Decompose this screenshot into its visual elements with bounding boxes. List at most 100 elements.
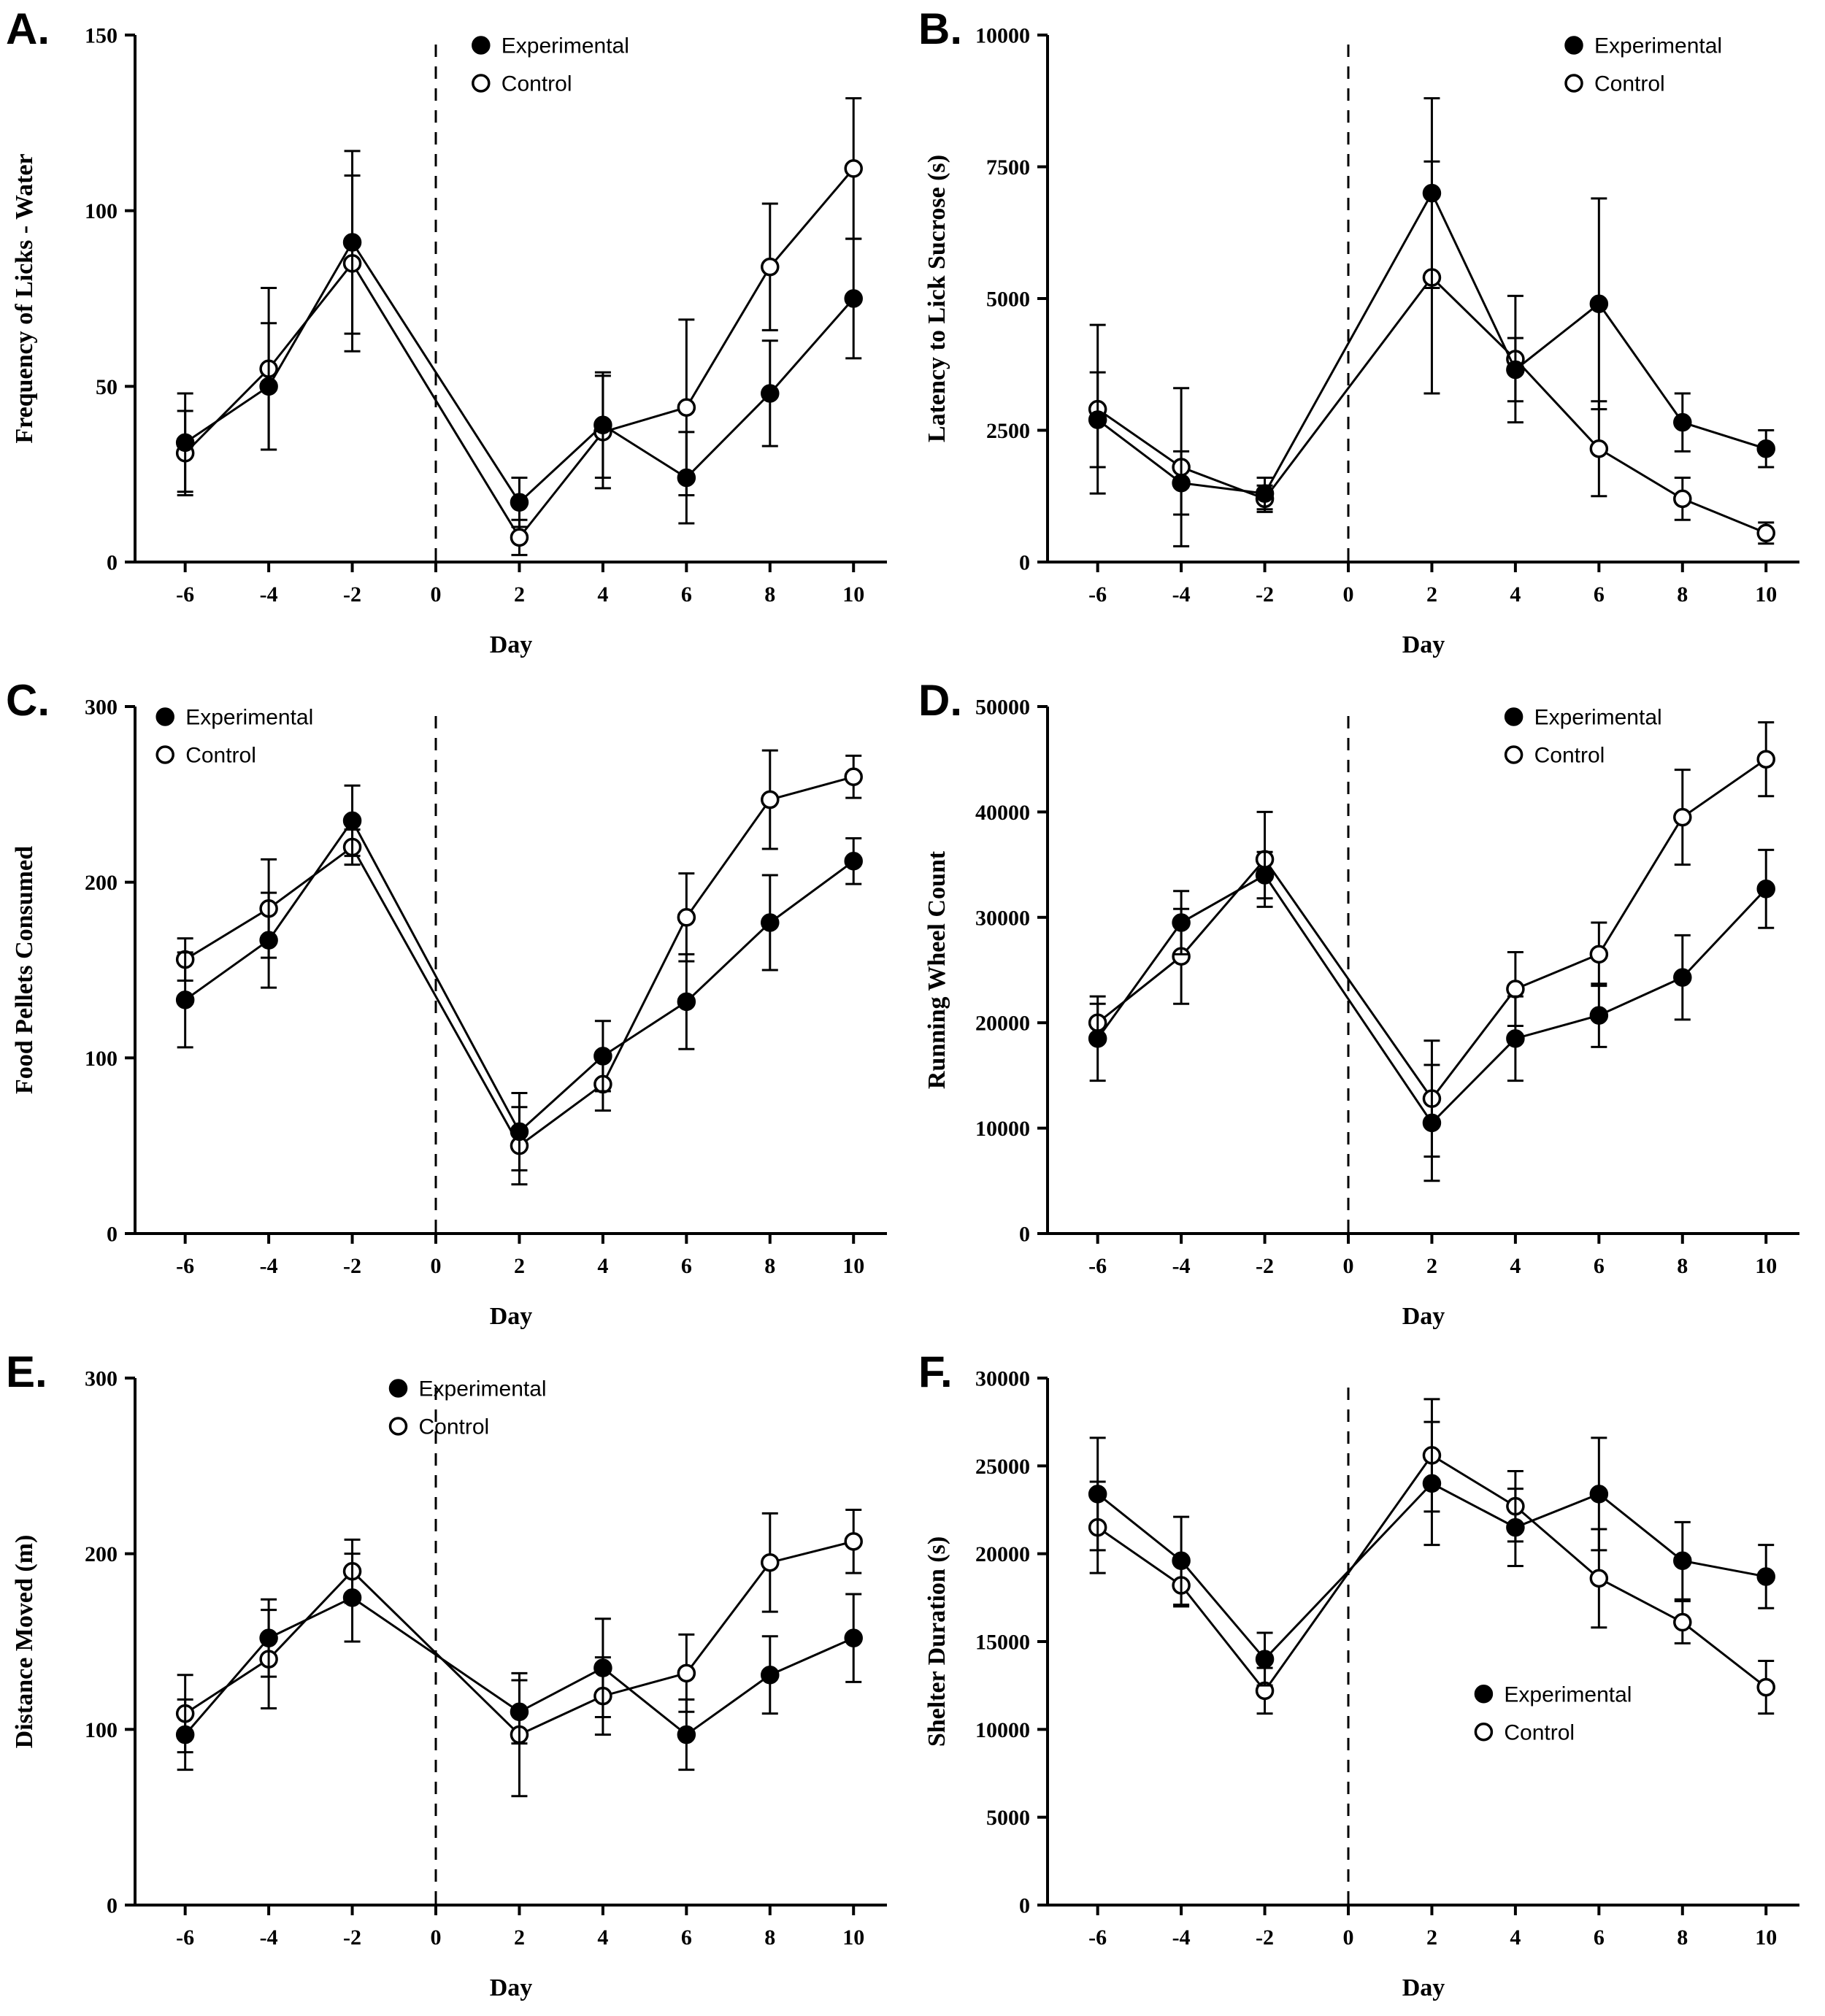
y-axis: 0 100 200 300 (85, 696, 135, 1247)
series-line (1096, 191, 1767, 495)
filled-circle-marker (1255, 1650, 1275, 1669)
series-line (1096, 1453, 1767, 1693)
panel-e: 0 100 200 300 -6 -4 -2 0 2 4 6 8 10 Distance Moved (m… (0, 1343, 912, 2015)
x-tick-label: 2 (514, 1925, 525, 1950)
x-tick-label: 8 (764, 1254, 775, 1278)
x-tick-label: 6 (681, 1254, 692, 1278)
x-tick-label: -6 (176, 1254, 194, 1278)
series-line (1096, 1482, 1767, 1661)
x-tick-label: 6 (1594, 1254, 1605, 1278)
x-tick-label: -2 (1256, 1925, 1274, 1950)
x-tick-label: 6 (681, 582, 692, 607)
filled-circle-marker (1756, 1567, 1775, 1586)
x-tick-label: 0 (1343, 1925, 1354, 1950)
x-tick-label: -4 (260, 582, 278, 607)
panel-letter: B. (918, 4, 962, 53)
x-tick-label: 10 (842, 1254, 864, 1278)
x-tick-label: -4 (1172, 1254, 1191, 1278)
legend: Experimental Control (1564, 34, 1722, 96)
panel-c: 0 100 200 300 -6 -4 -2 0 2 4 6 8 10 Food Pellets Cons… (0, 672, 912, 1343)
filled-circle-marker (1422, 1113, 1442, 1133)
open-circle-marker (1673, 489, 1692, 509)
filled-circle-marker (593, 1047, 612, 1066)
y-tick-label: 20000 (975, 1542, 1030, 1566)
x-tick-label: 2 (1426, 1254, 1437, 1278)
x-axis: -6 -4 -2 0 2 4 6 8 10 (176, 1905, 864, 1950)
y-tick-label: 30000 (975, 906, 1030, 930)
y-tick-label: 10000 (975, 1718, 1030, 1742)
y-axis-title: Food Pellets Consumed (11, 846, 38, 1094)
filled-circle-marker (593, 1658, 612, 1677)
chart-f: 0 5000 10000 15000 20000 25000 30000 -6 -4 -2 0 2 4 6… (918, 1347, 1799, 2001)
axes (1046, 35, 1799, 563)
filled-circle-marker (1422, 1474, 1442, 1493)
axes (134, 1378, 887, 1907)
x-tick-label: -2 (1256, 582, 1274, 607)
legend-control-marker (388, 1417, 408, 1436)
panel-letter: F. (918, 1347, 953, 1396)
y-tick-label: 2500 (986, 419, 1030, 443)
x-tick-label: 10 (1755, 1254, 1777, 1278)
x-tick-label: -6 (176, 582, 194, 607)
y-tick-label: 20000 (975, 1012, 1030, 1036)
x-axis-title: Day (1402, 1303, 1445, 1330)
x-tick-label: -2 (343, 582, 361, 607)
y-tick-label: 100 (85, 1047, 118, 1071)
filled-circle-marker (1589, 1485, 1609, 1504)
series-experimental (1088, 97, 1775, 516)
legend-control-label: Control (502, 72, 572, 96)
series-line (184, 167, 855, 539)
filled-circle-marker (1506, 360, 1525, 380)
panel-b: 0 2500 5000 7500 10000 -6 -4 -2 0 2 4 6 8 10 Latency t… (912, 0, 1825, 672)
x-axis-title: Day (490, 1974, 533, 2001)
panel-letter: D. (918, 676, 962, 725)
x-tick-label: 10 (842, 1925, 864, 1950)
filled-circle-marker (1255, 484, 1275, 503)
filled-circle-marker (677, 468, 696, 488)
filled-circle-marker (1756, 439, 1775, 458)
y-tick-label: 0 (1019, 551, 1030, 575)
y-tick-label: 50 (96, 375, 118, 399)
x-tick-label: 10 (1755, 1925, 1777, 1950)
legend-control-label: Control (185, 744, 256, 768)
x-tick-label: 6 (1594, 1925, 1605, 1950)
legend: Experimental Control (155, 706, 313, 768)
series-experimental (175, 1553, 863, 1771)
open-circle-marker (1506, 980, 1525, 999)
legend-experimental-marker (1474, 1685, 1494, 1704)
x-tick-label: 8 (1677, 582, 1688, 607)
open-circle-marker (1756, 523, 1775, 543)
legend-control-label: Control (1504, 1720, 1575, 1744)
filled-circle-marker (175, 990, 195, 1009)
filled-circle-marker (1673, 412, 1692, 432)
x-tick-label: 8 (1677, 1254, 1688, 1278)
y-tick-label: 7500 (986, 155, 1030, 180)
filled-circle-marker (342, 233, 362, 252)
y-tick-label: 40000 (975, 801, 1030, 825)
filled-circle-marker (761, 1665, 780, 1685)
axes (134, 707, 887, 1235)
legend-control-marker (1474, 1723, 1494, 1742)
x-tick-label: -4 (260, 1925, 278, 1950)
filled-circle-marker (1589, 294, 1609, 313)
panel-a: 0 50 100 150 -6 -4 -2 0 2 4 6 8 10 Frequency of Licks… (0, 0, 912, 672)
filled-circle-marker (510, 1702, 529, 1722)
y-tick-label: 0 (1019, 1223, 1030, 1247)
x-tick-label: 2 (1426, 582, 1437, 607)
legend-experimental-label: Experimental (185, 706, 313, 730)
filled-circle-marker (1422, 183, 1442, 203)
legend-control-label: Control (1594, 72, 1665, 96)
chart-a: 0 50 100 150 -6 -4 -2 0 2 4 6 8 10 Frequency of Licks… (6, 4, 887, 658)
legend-experimental-label: Experimental (419, 1377, 547, 1401)
y-tick-label: 0 (107, 551, 118, 575)
legend-control-marker (472, 74, 491, 93)
x-tick-label: 8 (1677, 1925, 1688, 1950)
y-axis-title: Latency to Lick Sucrose (s) (923, 155, 950, 442)
x-tick-label: -6 (176, 1925, 194, 1950)
y-tick-label: 0 (107, 1894, 118, 1918)
axes (134, 35, 887, 563)
filled-circle-marker (1172, 1551, 1191, 1571)
open-circle-marker (761, 790, 780, 809)
open-circle-marker (844, 159, 863, 178)
y-tick-label: 5000 (986, 1806, 1030, 1830)
